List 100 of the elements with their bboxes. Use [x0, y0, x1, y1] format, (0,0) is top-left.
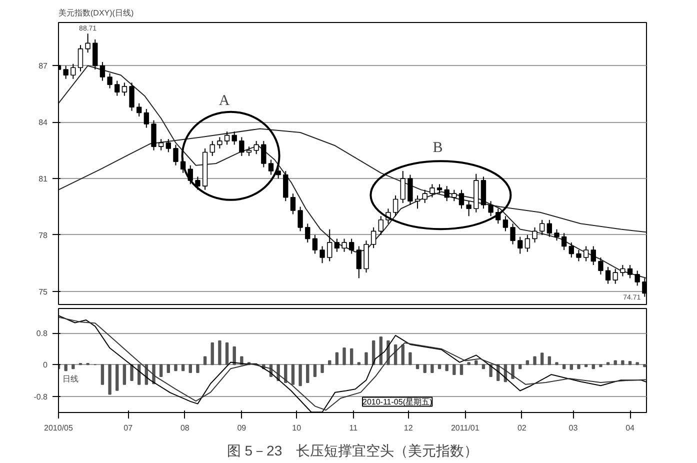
bar	[203, 356, 207, 366]
candlestick	[63, 65, 68, 80]
annotation: A	[218, 93, 230, 110]
chart-title: 美元指数(DXY)(日线)	[58, 8, 134, 18]
bar	[570, 364, 573, 370]
bar	[225, 342, 229, 366]
bar	[518, 364, 522, 370]
y-tick-label: 84	[38, 118, 48, 128]
candlestick	[254, 140, 259, 155]
candlestick	[107, 72, 112, 89]
bar	[416, 364, 420, 370]
candlestick	[210, 140, 215, 156]
y-tick-label: 0.8	[36, 329, 48, 338]
candlestick	[422, 189, 428, 204]
candlestick	[261, 140, 266, 168]
candlestick	[100, 61, 106, 82]
candlestick	[554, 228, 560, 242]
candlestick	[129, 82, 134, 112]
annotation: B	[432, 140, 443, 156]
bar	[364, 352, 368, 366]
bar	[614, 360, 617, 366]
bar	[430, 364, 434, 374]
bar	[540, 352, 544, 366]
candlestick	[510, 223, 516, 245]
annotation: 日线	[62, 374, 78, 384]
candlestick	[583, 246, 589, 262]
candlestick	[224, 131, 230, 146]
bar	[196, 364, 200, 374]
candlestick	[620, 264, 626, 277]
bar	[218, 340, 222, 366]
bar	[408, 352, 412, 366]
candlestick	[612, 268, 618, 284]
bar	[122, 364, 126, 385]
candlestick	[436, 184, 442, 194]
candlestick	[151, 120, 156, 151]
bar	[548, 356, 552, 366]
candlestick	[290, 193, 296, 215]
x-tick-label: 07	[124, 424, 134, 432]
candlestick	[239, 136, 244, 156]
bar	[628, 360, 632, 366]
x-tick-label: 08	[180, 424, 190, 432]
bar	[401, 344, 404, 366]
candlestick	[400, 170, 406, 204]
bar	[533, 356, 536, 366]
candlestick	[268, 159, 274, 176]
candlestick	[408, 174, 413, 206]
candlestick	[458, 189, 464, 210]
bar	[328, 360, 332, 366]
bar	[335, 352, 339, 366]
bar	[482, 364, 486, 370]
x-tick-label: 03	[568, 424, 578, 432]
candlestick	[356, 246, 362, 279]
candlestick	[92, 38, 98, 70]
candlestick	[232, 131, 237, 146]
candlestick	[195, 176, 200, 190]
bar	[562, 364, 566, 370]
candlestick	[605, 266, 611, 284]
x-tick-label: 10	[292, 424, 302, 432]
candlestick	[590, 246, 596, 266]
candlestick	[144, 108, 150, 128]
candlestick	[320, 246, 325, 264]
bar	[460, 364, 464, 376]
candlestick	[246, 146, 252, 156]
bar	[313, 364, 317, 378]
candlestick	[576, 249, 582, 262]
candlestick	[122, 82, 128, 96]
candlestick	[348, 238, 354, 254]
candlestick	[518, 236, 523, 254]
bar	[621, 360, 624, 366]
x-tick-label: 2010/05	[44, 424, 74, 432]
y-tick-label: 81	[38, 174, 48, 184]
candlestick	[136, 102, 142, 117]
candlestick	[70, 63, 76, 80]
candlestick	[561, 232, 567, 250]
bar	[166, 364, 170, 374]
candlestick	[327, 228, 332, 262]
bar	[577, 364, 580, 370]
candlestick	[502, 216, 508, 232]
candlestick	[283, 170, 288, 202]
bar	[423, 364, 426, 374]
x-tick-label: 09	[237, 424, 247, 432]
bar	[210, 342, 214, 366]
candlestick	[532, 226, 538, 243]
candlestick	[392, 194, 398, 217]
caption: 图 5－23 长压短撑宜空头（美元指数）	[226, 442, 478, 458]
y-tick-label: 0	[43, 360, 48, 370]
candlestick	[444, 186, 450, 202]
candlestick	[334, 238, 340, 252]
bar	[64, 364, 68, 372]
bar	[100, 364, 104, 385]
candlestick	[305, 223, 310, 243]
bar	[350, 348, 354, 366]
candlestick	[452, 189, 457, 202]
candlestick	[158, 138, 164, 151]
bar	[291, 364, 295, 385]
candlestick	[568, 242, 574, 258]
bar	[72, 364, 75, 370]
bar	[592, 364, 595, 370]
bar	[306, 364, 310, 383]
candlestick	[539, 219, 545, 236]
